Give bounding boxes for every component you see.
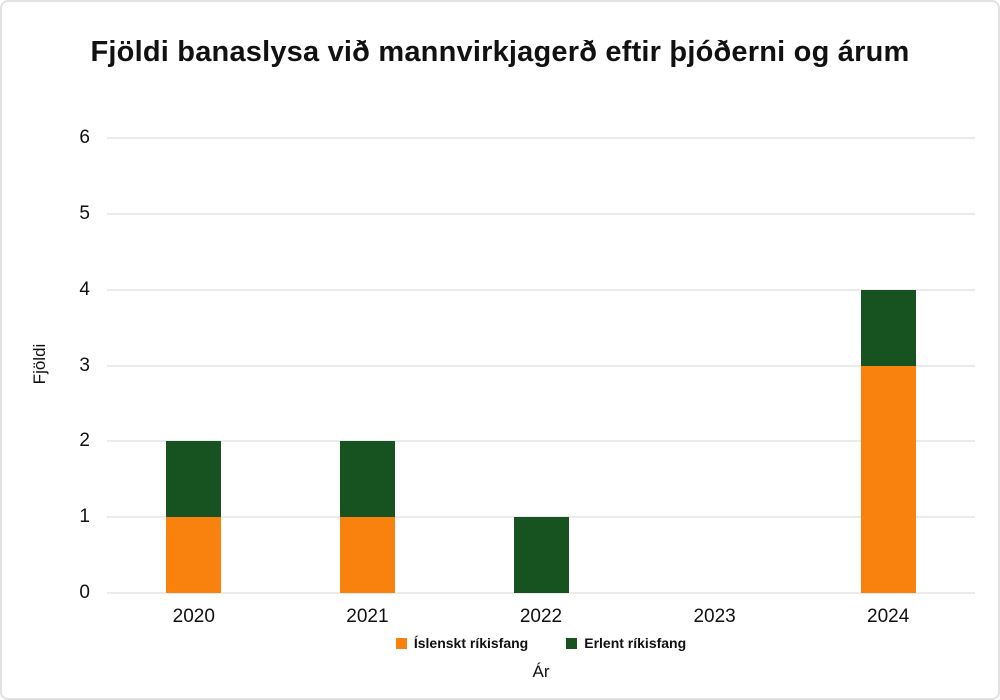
y-tick-5: 5 — [79, 202, 90, 224]
gridline-6 — [107, 137, 975, 139]
bar-2021-íslenskt-ríkisfang — [339, 517, 395, 593]
legend-label: Erlent ríkisfang — [584, 635, 687, 651]
x-axis-label: Ár — [532, 662, 550, 681]
bar-2020-íslenskt-ríkisfang — [166, 517, 222, 593]
bar-2022-erlent-ríkisfang — [513, 517, 569, 593]
legend-swatch-icon — [395, 637, 407, 649]
bar-2024-erlent-ríkisfang — [860, 289, 916, 366]
y-tick-2: 2 — [79, 430, 90, 452]
gridline-2 — [107, 440, 975, 443]
y-tick-0: 0 — [79, 582, 90, 603]
y-tick-3: 3 — [79, 354, 90, 376]
x-tick-2023: 2023 — [693, 606, 736, 627]
y-tick-6: 6 — [79, 127, 90, 148]
x-tick-2021: 2021 — [346, 606, 389, 627]
x-tick-2022: 2022 — [519, 606, 563, 627]
y-tick-4: 4 — [79, 278, 90, 300]
gridline-0 — [107, 592, 975, 594]
legend-item-íslenskt-ríkisfang: Íslenskt ríkisfang — [395, 635, 529, 651]
gridline-4 — [107, 288, 975, 291]
chart-title: Fjöldi banaslysa við mannvirkjagerð efti… — [90, 36, 910, 68]
gridline-5 — [107, 212, 975, 215]
legend-item-erlent-ríkisfang: Erlent ríkisfang — [566, 635, 686, 651]
y-tick-1: 1 — [79, 506, 90, 528]
legend: Íslenskt ríkisfang Erlent ríkisfang — [107, 635, 975, 651]
legend-label: Íslenskt ríkisfang — [413, 635, 529, 651]
x-tick-2024: 2024 — [867, 606, 910, 627]
x-tick-2020: 2020 — [172, 606, 215, 627]
legend-swatch-icon — [566, 637, 578, 649]
plot-area — [107, 137, 975, 594]
gridline-3 — [107, 364, 975, 367]
bar-2024-íslenskt-ríkisfang — [860, 365, 916, 593]
bar-2020-erlent-ríkisfang — [166, 441, 222, 518]
gridline-1 — [107, 516, 975, 519]
bar-2021-erlent-ríkisfang — [339, 441, 395, 518]
